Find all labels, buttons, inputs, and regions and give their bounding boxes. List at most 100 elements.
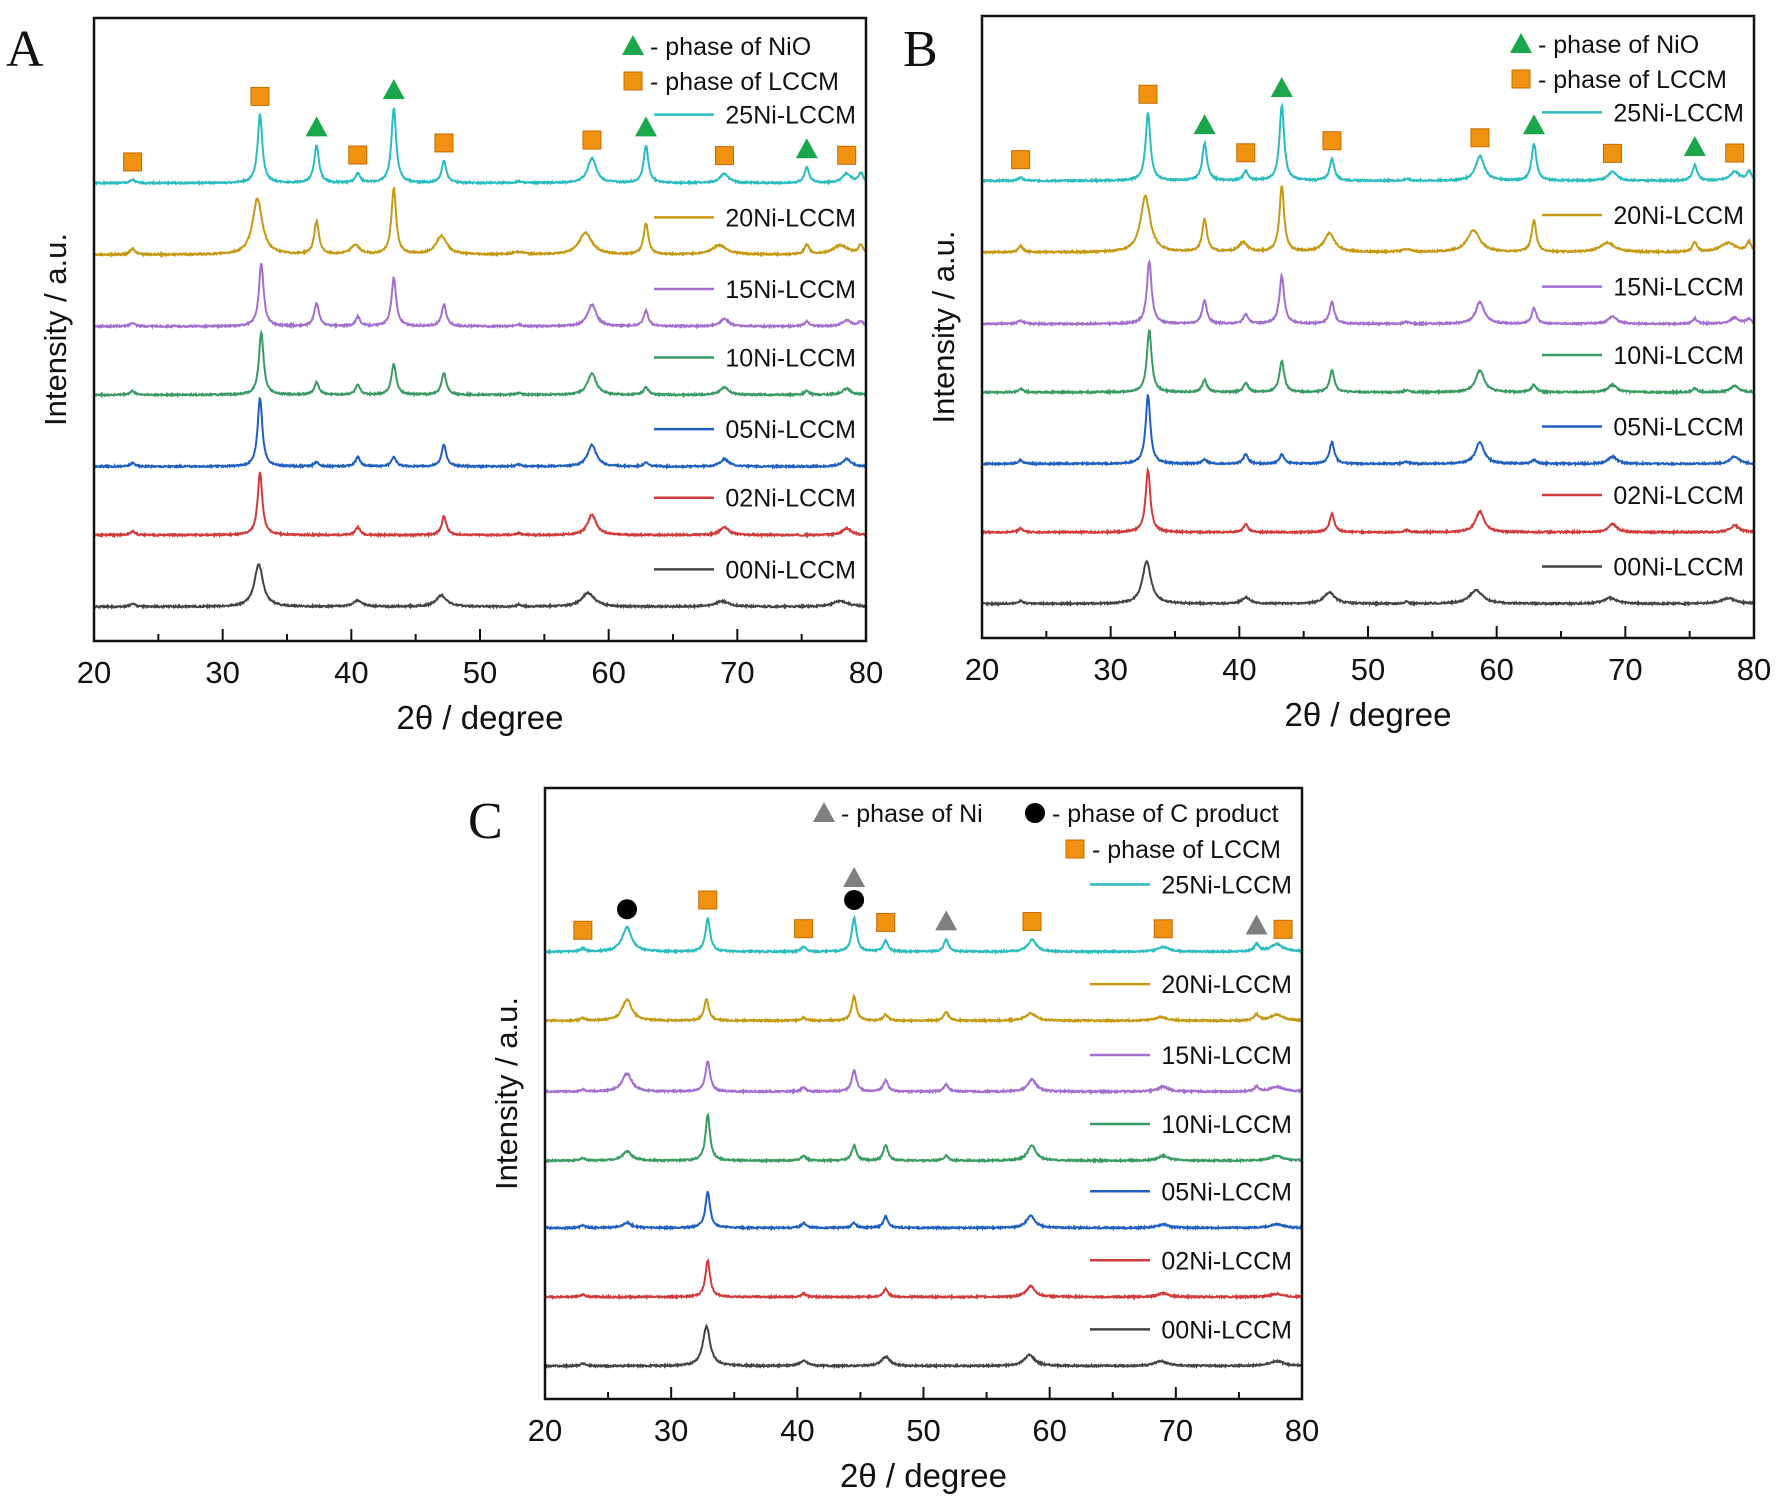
- legend-label: 00Ni-LCCM: [1161, 1316, 1292, 1344]
- square-legend-icon: [623, 71, 643, 91]
- legend-label: 10Ni-LCCM: [1161, 1111, 1292, 1139]
- lccm-phase-marker: [1011, 150, 1031, 170]
- lccm-phase-marker: [1153, 919, 1173, 939]
- triangle-legend-icon: [813, 802, 835, 822]
- c-phase-marker: [844, 889, 865, 910]
- x-tick-label: 20: [528, 1413, 562, 1448]
- nio-phase-marker: [1683, 136, 1706, 157]
- triangle-legend-icon: [622, 35, 644, 55]
- x-axis-label: 2θ / degree: [840, 1457, 1007, 1494]
- xrd-trace-20ni-lccm: [544, 993, 1303, 1024]
- x-tick-label: 80: [1285, 1413, 1319, 1448]
- x-axis-label: 2θ / degree: [1285, 696, 1452, 733]
- lccm-phase-marker: [434, 133, 454, 153]
- xrd-trace-15ni-lccm: [544, 1060, 1303, 1096]
- legend-label: 05Ni-LCCM: [725, 416, 856, 444]
- legend-label: 00Ni-LCCM: [1613, 553, 1744, 581]
- x-tick-label: 20: [965, 652, 999, 687]
- x-tick-label: 80: [1737, 652, 1771, 687]
- lccm-phase-marker: [123, 152, 143, 172]
- x-tick-label: 40: [1222, 652, 1256, 687]
- panel-c: C 25Ni-LCCM 20Ni-LCCM 15Ni-LCCM 10Ni-LCCM 05N…: [468, 786, 1319, 1494]
- ni-phase-marker: [843, 866, 866, 887]
- xrd-trace-20ni-lccm: [93, 186, 866, 259]
- xrd-trace-10ni-lccm: [93, 329, 867, 399]
- legend-label: 20Ni-LCCM: [1613, 202, 1744, 230]
- x-tick-label: 50: [1351, 652, 1385, 687]
- y-axis-label: Intensity / a.u.: [489, 997, 524, 1190]
- x-axis-label: 2θ / degree: [397, 699, 564, 736]
- legend-label: 02Ni-LCCM: [1613, 482, 1744, 510]
- xrd-trace-05ni-lccm: [544, 1190, 1303, 1232]
- panel-letter: C: [468, 793, 503, 850]
- phase-legend-label: - phase of C product: [1052, 800, 1279, 828]
- xrd-trace-15ni-lccm: [981, 258, 1754, 328]
- square-legend-icon: [1511, 69, 1531, 89]
- xrd-trace-00ni-lccm: [93, 563, 867, 610]
- lccm-phase-marker: [1322, 131, 1342, 151]
- nio-phase-marker: [382, 79, 405, 100]
- xrd-trace-20ni-lccm: [981, 185, 1755, 256]
- panel-a: A 25Ni-LCCM 20Ni-LCCM 15Ni-LCCM 10Ni-LCCM 05N…: [6, 16, 883, 736]
- xrd-trace-25ni-lccm: [981, 102, 1755, 184]
- lccm-phase-marker: [582, 130, 602, 150]
- nio-phase-marker: [1270, 76, 1293, 97]
- nio-phase-marker: [1193, 114, 1216, 135]
- phase-legend-label: - phase of Ni: [841, 800, 983, 828]
- legend-label: 15Ni-LCCM: [725, 276, 856, 304]
- nio-phase-marker: [795, 138, 818, 159]
- phase-legend-label: - phase of NiO: [1538, 31, 1699, 59]
- x-tick-label: 70: [720, 655, 754, 690]
- lccm-phase-marker: [1236, 143, 1256, 163]
- lccm-phase-marker: [794, 919, 814, 939]
- legend-label: 25Ni-LCCM: [1161, 872, 1292, 900]
- legend-label: 10Ni-LCCM: [1613, 342, 1744, 370]
- legend-label: 10Ni-LCCM: [725, 345, 856, 373]
- xrd-trace-10ni-lccm: [981, 329, 1754, 397]
- lccm-phase-marker: [714, 146, 734, 166]
- xrd-trace-02ni-lccm: [93, 471, 867, 539]
- lccm-phase-marker: [250, 86, 270, 106]
- x-tick-label: 60: [591, 655, 625, 690]
- legend-label: 02Ni-LCCM: [1161, 1247, 1292, 1275]
- phase-legend-label: - phase of NiO: [650, 33, 811, 61]
- xrd-trace-25ni-lccm: [93, 107, 866, 187]
- legend-label: 00Ni-LCCM: [725, 556, 856, 584]
- panel-letter: B: [903, 21, 938, 78]
- circle-legend-icon: [1025, 803, 1045, 823]
- lccm-phase-marker: [1022, 911, 1042, 931]
- lccm-phase-marker: [1470, 128, 1490, 148]
- lccm-phase-marker: [1725, 143, 1745, 163]
- legend-label: 25Ni-LCCM: [725, 102, 856, 130]
- lccm-phase-marker: [1602, 143, 1622, 163]
- x-tick-label: 50: [906, 1413, 940, 1448]
- xrd-trace-15ni-lccm: [93, 262, 867, 330]
- x-tick-label: 70: [1608, 652, 1642, 687]
- phase-legend-label: - phase of LCCM: [650, 68, 839, 96]
- legend-label: 15Ni-LCCM: [1613, 274, 1744, 302]
- xrd-trace-05ni-lccm: [981, 393, 1755, 468]
- ni-phase-marker: [1245, 914, 1268, 935]
- legend-label: 02Ni-LCCM: [725, 485, 856, 513]
- legend-label: 05Ni-LCCM: [1613, 414, 1744, 442]
- phase-legend-label: - phase of LCCM: [1092, 836, 1281, 864]
- xrd-trace-10ni-lccm: [544, 1112, 1303, 1165]
- legend-label: 20Ni-LCCM: [725, 204, 856, 232]
- legend-label: 15Ni-LCCM: [1161, 1042, 1292, 1070]
- panel-letter: A: [6, 21, 44, 78]
- x-tick-label: 30: [205, 655, 239, 690]
- nio-phase-marker: [1522, 114, 1545, 135]
- x-tick-label: 30: [1093, 652, 1127, 687]
- x-tick-label: 40: [334, 655, 368, 690]
- lccm-phase-marker: [837, 145, 857, 165]
- xrd-trace-00ni-lccm: [544, 1323, 1302, 1370]
- xrd-trace-00ni-lccm: [981, 559, 1755, 608]
- lccm-phase-marker: [1138, 84, 1158, 104]
- square-legend-icon: [1065, 839, 1085, 859]
- legend-label: 05Ni-LCCM: [1161, 1178, 1292, 1206]
- lccm-phase-marker: [876, 912, 896, 932]
- triangle-legend-icon: [1510, 33, 1532, 53]
- xrd-trace-02ni-lccm: [544, 1258, 1302, 1301]
- x-tick-label: 30: [654, 1413, 688, 1448]
